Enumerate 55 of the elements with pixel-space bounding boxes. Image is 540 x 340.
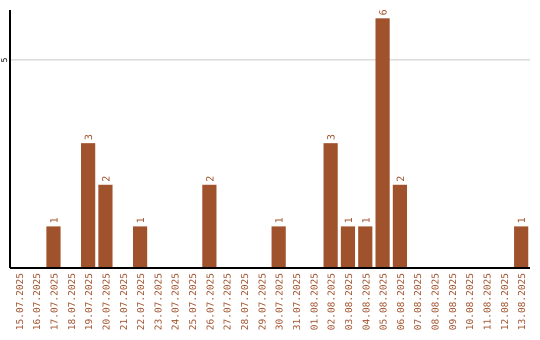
x-tick-label: 31.07.2025 (292, 273, 303, 330)
bar (202, 184, 216, 268)
data-label: 1 (274, 217, 286, 224)
x-tick-label: 21.07.2025 (118, 273, 130, 330)
x-tick-label: 26.07.2025 (205, 273, 216, 330)
x-tick-label: 30.07.2025 (274, 273, 286, 330)
bar (514, 226, 528, 268)
x-tick-label: 11.08.2025 (482, 273, 494, 330)
bar (272, 226, 286, 268)
x-tick-label: 06.08.2025 (396, 273, 407, 330)
bar (340, 226, 356, 268)
data-label: 3 (84, 134, 96, 140)
bar (98, 184, 113, 268)
data-label: 1 (517, 217, 528, 224)
x-tick-label: 10.08.2025 (465, 273, 476, 330)
x-tick-label: 29.07.2025 (257, 273, 268, 330)
x-tick-label: 02.08.2025 (326, 273, 338, 330)
x-tick-label: 15.07.2025 (14, 273, 26, 330)
bar (324, 143, 338, 268)
bar (392, 184, 408, 268)
y-tick-label: 5 (0, 57, 9, 62)
x-tick-label: 08.08.2025 (430, 273, 442, 330)
x-tick-label: 04.08.2025 (361, 273, 372, 330)
x-tick-label: 12.08.2025 (500, 273, 511, 330)
data-label: 2 (205, 176, 216, 182)
x-tick-label: 03.08.2025 (344, 273, 355, 330)
bar (46, 226, 61, 268)
x-tick-label: 24.07.2025 (170, 273, 182, 330)
data-label: 1 (361, 217, 372, 224)
data-label: 1 (49, 217, 60, 224)
x-tick-label: 18.07.2025 (66, 273, 78, 330)
x-tick-label: 23.07.2025 (153, 273, 164, 330)
data-label: 1 (136, 217, 148, 224)
x-tick-label: 09.08.2025 (448, 273, 459, 330)
x-tick-label: 25.07.2025 (188, 273, 200, 330)
data-label: 1 (344, 217, 355, 224)
x-tick-label: 13.08.2025 (517, 273, 528, 330)
x-tick-label: 07.08.2025 (413, 273, 424, 330)
bar (375, 18, 390, 268)
x-tick-label: 05.08.2025 (378, 273, 390, 330)
x-tick-label: 16.07.2025 (32, 273, 44, 330)
bar (358, 226, 372, 268)
x-tick-label: 17.07.2025 (49, 273, 60, 330)
x-tick-label: 19.07.2025 (84, 273, 96, 330)
x-tick-label: 27.07.2025 (222, 273, 234, 330)
data-label: 2 (101, 176, 112, 182)
x-tick-label: 22.07.2025 (136, 273, 148, 330)
x-tick-label: 28.07.2025 (240, 273, 252, 330)
data-label: 2 (396, 176, 407, 182)
x-tick-label: 01.08.2025 (309, 273, 320, 330)
data-label: 3 (326, 134, 338, 140)
bar (132, 226, 148, 268)
bar (81, 143, 96, 268)
data-label: 6 (378, 9, 390, 16)
x-tick-label: 20.07.2025 (101, 273, 112, 330)
